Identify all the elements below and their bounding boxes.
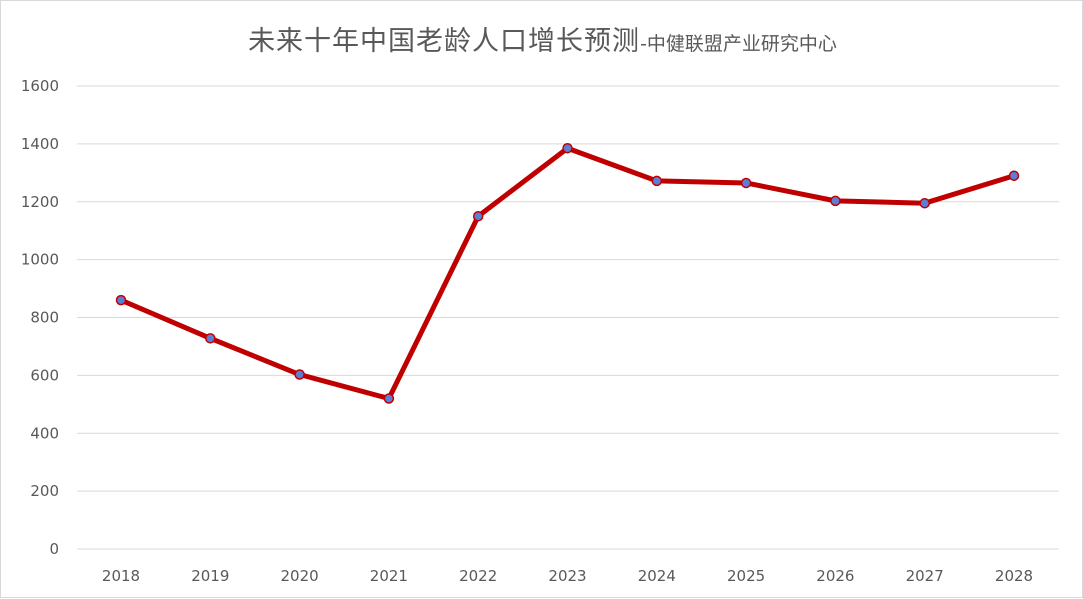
x-tick-label: 2023 (548, 567, 586, 585)
x-tick-label: 2025 (727, 567, 765, 585)
grid-lines (77, 85, 1059, 550)
data-point-2027 (919, 197, 930, 209)
x-tick-label: 2020 (281, 567, 319, 585)
series-markers (115, 142, 1020, 404)
x-tick-label: 2027 (906, 567, 944, 585)
data-point-2023 (562, 142, 573, 154)
y-tick-label: 800 (30, 309, 59, 327)
y-tick-label: 1000 (21, 251, 59, 269)
chart-title-source: -中健联盟产业研究中心 (640, 33, 837, 55)
data-point-2026 (830, 195, 841, 207)
x-tick-label: 2019 (191, 567, 229, 585)
x-tick-label: 2018 (102, 567, 140, 585)
x-axis-tick-labels: 2018 2019 2020 2021 2022 2023 2024 2025 2026 2027… (102, 567, 1033, 585)
data-point-2024 (651, 175, 663, 187)
y-axis-tick-labels: 0 200 400 600 800 1000 1200 1400 1600 (21, 77, 59, 558)
data-point-2018 (115, 294, 127, 306)
x-tick-label: 2026 (816, 567, 854, 585)
y-tick-label: 600 (30, 366, 59, 384)
chart-title-main: 未来十年中国老龄人口增长预测 (248, 26, 641, 57)
x-tick-label: 2022 (459, 567, 497, 585)
x-tick-label: 2024 (638, 567, 676, 585)
data-point-2019 (205, 333, 216, 344)
x-tick-label: 2021 (370, 567, 408, 585)
data-point-2025 (740, 177, 752, 189)
y-tick-label: 1400 (21, 135, 59, 153)
y-tick-label: 1600 (21, 77, 59, 95)
series-line (118, 145, 1017, 402)
y-tick-label: 400 (30, 424, 59, 442)
y-tick-label: 1200 (21, 193, 59, 211)
y-tick-label: 0 (49, 540, 59, 558)
y-tick-label: 200 (30, 482, 59, 500)
data-point-2028 (1008, 170, 1020, 181)
chart-title: 未来十年中国老龄人口增长预测-中健联盟产业研究中心 (1, 19, 1083, 58)
data-point-2022 (472, 210, 484, 222)
data-point-2021 (383, 393, 395, 404)
data-point-2020 (294, 369, 305, 380)
x-tick-label: 2028 (995, 567, 1033, 585)
series-line-path (118, 145, 1017, 402)
